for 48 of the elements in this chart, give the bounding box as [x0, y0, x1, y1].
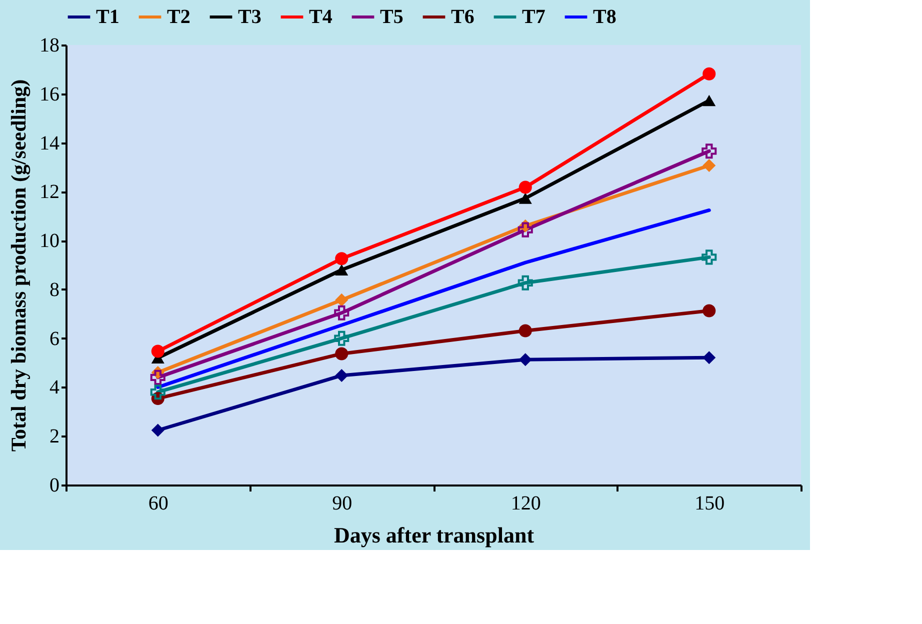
point — [702, 144, 717, 159]
point — [518, 180, 532, 194]
point — [335, 252, 348, 266]
legend-label: T2 — [167, 6, 190, 28]
x-tick-label: 150 — [694, 492, 725, 514]
y-tick-label: 6 — [50, 328, 60, 350]
point — [335, 347, 348, 360]
point — [335, 293, 348, 306]
legend-label: T3 — [238, 6, 262, 28]
point — [335, 368, 348, 382]
y-tick-label: 12 — [40, 181, 60, 204]
legend-label: T8 — [593, 6, 616, 28]
legend-label: T4 — [309, 6, 332, 28]
y-tick-label: 14 — [40, 132, 60, 154]
point — [518, 275, 533, 290]
y-tick-label: 10 — [40, 230, 60, 252]
point — [702, 158, 716, 172]
point — [334, 330, 350, 346]
point — [335, 264, 348, 276]
legend-label: T7 — [522, 6, 546, 28]
point — [702, 351, 716, 364]
x-tick-label: 60 — [148, 492, 168, 514]
point — [518, 324, 532, 338]
y-tick-label: 16 — [40, 83, 60, 106]
point — [702, 250, 717, 265]
point — [702, 67, 716, 80]
point — [334, 305, 350, 320]
y-tick-label: 4 — [50, 376, 60, 399]
point — [702, 304, 716, 318]
y-tick-label: 18 — [40, 34, 60, 56]
y-axis-title: Total dry biomass production (g/seedling) — [6, 79, 30, 452]
point — [518, 222, 533, 238]
legend-label: T6 — [451, 6, 474, 28]
y-tick-label: 8 — [50, 278, 60, 301]
point — [518, 353, 532, 366]
point — [702, 94, 716, 106]
legend-label: T5 — [380, 6, 404, 28]
point — [151, 424, 164, 437]
y-tick-label: 2 — [50, 426, 60, 448]
x-tick-label: 90 — [332, 492, 352, 514]
point — [150, 370, 166, 385]
y-tick-label: 0 — [50, 474, 60, 496]
point — [151, 344, 164, 358]
point — [518, 192, 532, 204]
x-axis-title: Days after transplant — [334, 522, 535, 548]
legend-label: T1 — [96, 6, 120, 28]
x-tick-label: 120 — [510, 492, 541, 514]
point — [150, 384, 166, 400]
